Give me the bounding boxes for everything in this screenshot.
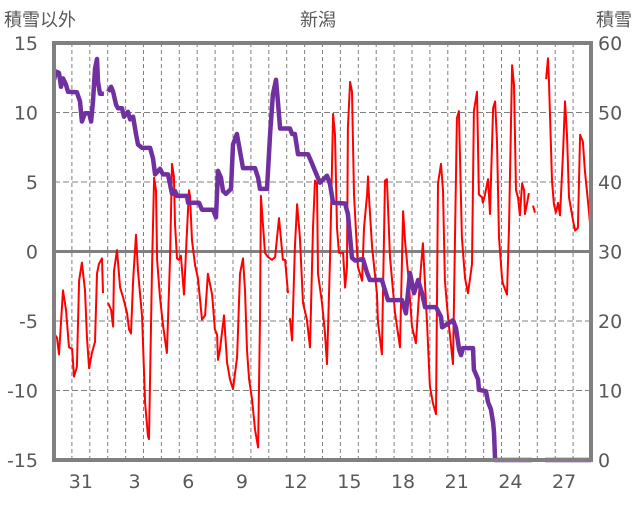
- left-tick-label: -5: [19, 311, 38, 333]
- x-tick-label: 12: [284, 471, 308, 493]
- right-tick-label: 0: [598, 450, 610, 472]
- temperature-line-segment: [107, 162, 289, 449]
- temperature-line-segment: [545, 57, 592, 234]
- x-tick-label: 3: [129, 471, 141, 493]
- x-tick-label: 27: [552, 471, 576, 493]
- x-tick-label: 21: [445, 471, 469, 493]
- left-tick-label: 10: [14, 103, 38, 125]
- temperature-series: [53, 57, 592, 449]
- x-tick-label: 18: [391, 471, 415, 493]
- left-tick-label: 5: [26, 172, 38, 194]
- chart-title: 新潟: [300, 10, 336, 31]
- left-tick-label: 0: [26, 242, 38, 264]
- series-lines: [51, 56, 592, 463]
- plot-frame: [52, 41, 593, 462]
- right-tick-label: 10: [598, 381, 622, 403]
- right-tick-label: 20: [598, 311, 622, 333]
- right-tick-label: 50: [598, 103, 622, 125]
- x-tick-label: 31: [69, 471, 93, 493]
- x-tick-label: 24: [498, 471, 522, 493]
- right-tick-label: 40: [598, 172, 622, 194]
- right-axis-label: 積雪: [596, 10, 632, 31]
- temperature-line-segment: [532, 205, 536, 213]
- x-tick-label: 15: [337, 471, 361, 493]
- temperature-line-segment: [53, 257, 104, 378]
- x-tick-label: 9: [236, 471, 248, 493]
- gridlines: [54, 43, 591, 460]
- right-tick-label: 60: [598, 33, 622, 55]
- snow-depth-line-segment: [106, 77, 532, 463]
- left-tick-label: -15: [7, 450, 38, 472]
- left-axis-label: 積雪以外: [4, 10, 76, 31]
- x-tick-label: 6: [182, 471, 194, 493]
- left-tick-label: 15: [14, 33, 38, 55]
- right-tick-label: 30: [598, 242, 622, 264]
- left-tick-label: -10: [7, 381, 38, 403]
- temperature-line-segment: [288, 64, 530, 416]
- snow-depth-line-segment: [51, 56, 104, 124]
